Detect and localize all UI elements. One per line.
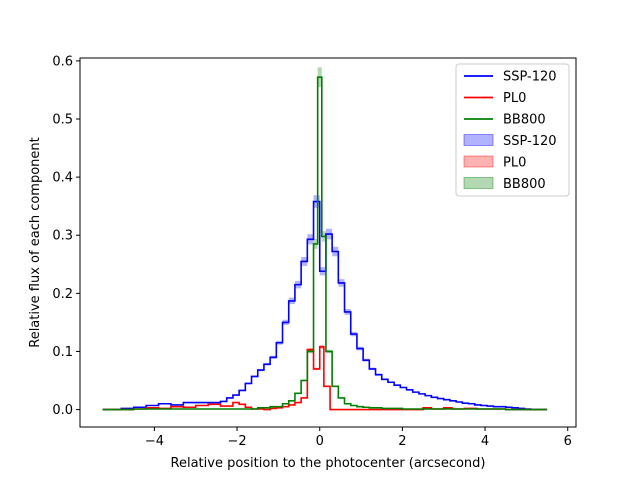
band-pl0 [102,344,548,410]
x-tick-label: 6 [564,434,572,449]
plot-area [79,57,577,428]
legend-label: SSP-120 [503,70,557,85]
legend-label: BB800 [503,113,546,128]
series-group [102,67,548,411]
x-axis-ticks: −4 −2 0 2 4 6 [145,427,572,449]
y-axis-ticks: 0.0 0.1 0.2 0.3 0.4 0.5 0.6 [52,54,80,418]
y-tick-label: 0.6 [52,54,73,69]
y-tick-label: 0.0 [52,403,73,418]
y-tick-label: 0.2 [52,287,73,302]
band-ssp-120 [102,195,548,410]
x-tick-label: −2 [227,434,246,449]
y-axis-label: Relative flux of each component [28,137,43,348]
plot-frame [79,57,577,428]
y-tick-label: 0.4 [52,171,73,186]
x-tick-label: 4 [481,434,489,449]
x-tick-label: 2 [398,434,406,449]
x-tick-label: −4 [145,434,164,449]
x-tick-label: 0 [316,434,324,449]
y-tick-label: 0.5 [52,113,73,128]
series-line-pl0 [102,346,548,411]
legend: SSP-120 PL0 BB800 SSP-120 PL0 BB800 [455,63,570,197]
legend-patch-bb800 [463,177,494,189]
series-line-bb800 [102,76,548,411]
legend-label: PL0 [503,156,526,171]
legend-patch-pl0 [463,155,494,168]
y-tick-label: 0.1 [52,345,73,360]
legend-label: BB800 [503,177,546,192]
legend-patch-ssp-120 [463,134,494,146]
band-bb800 [102,67,548,410]
y-tick-label: 0.3 [52,229,73,244]
series-line-ssp-120 [102,200,548,411]
x-axis-label: Relative position to the photocenter (ar… [171,456,486,471]
legend-label: PL0 [503,91,526,106]
legend-label: SSP-120 [503,134,557,149]
